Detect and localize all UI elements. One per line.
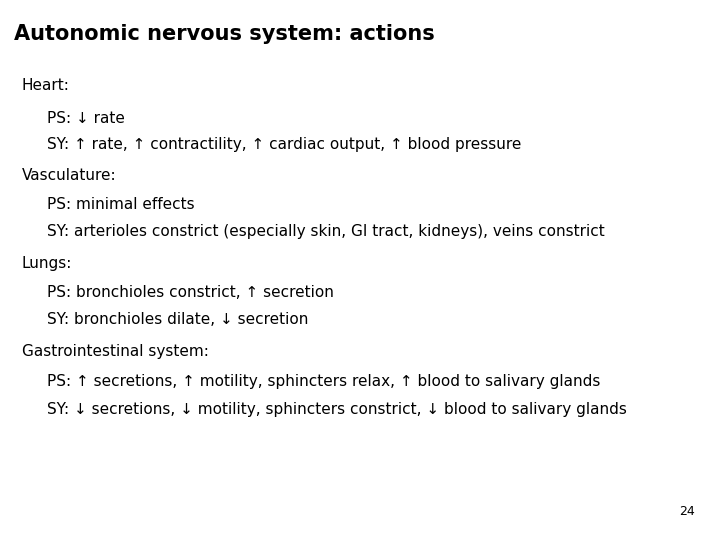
Text: SY: ↑ rate, ↑ contractility, ↑ cardiac output, ↑ blood pressure: SY: ↑ rate, ↑ contractility, ↑ cardiac o… bbox=[47, 137, 521, 152]
Text: PS: ↑ secretions, ↑ motility, sphincters relax, ↑ blood to salivary glands: PS: ↑ secretions, ↑ motility, sphincters… bbox=[47, 374, 600, 389]
Text: Vasculature:: Vasculature: bbox=[22, 168, 116, 184]
Text: SY: ↓ secretions, ↓ motility, sphincters constrict, ↓ blood to salivary glands: SY: ↓ secretions, ↓ motility, sphincters… bbox=[47, 402, 626, 417]
Text: Autonomic nervous system: actions: Autonomic nervous system: actions bbox=[14, 24, 435, 44]
Text: Heart:: Heart: bbox=[22, 78, 69, 93]
Text: SY: bronchioles dilate, ↓ secretion: SY: bronchioles dilate, ↓ secretion bbox=[47, 312, 308, 327]
Text: Gastrointestinal system:: Gastrointestinal system: bbox=[22, 344, 209, 359]
Text: 24: 24 bbox=[679, 505, 695, 518]
Text: PS: bronchioles constrict, ↑ secretion: PS: bronchioles constrict, ↑ secretion bbox=[47, 285, 333, 300]
Text: PS: minimal effects: PS: minimal effects bbox=[47, 197, 194, 212]
Text: SY: arterioles constrict (especially skin, GI tract, kidneys), veins constrict: SY: arterioles constrict (especially ski… bbox=[47, 224, 605, 239]
Text: PS: ↓ rate: PS: ↓ rate bbox=[47, 111, 125, 126]
Text: Lungs:: Lungs: bbox=[22, 256, 72, 271]
